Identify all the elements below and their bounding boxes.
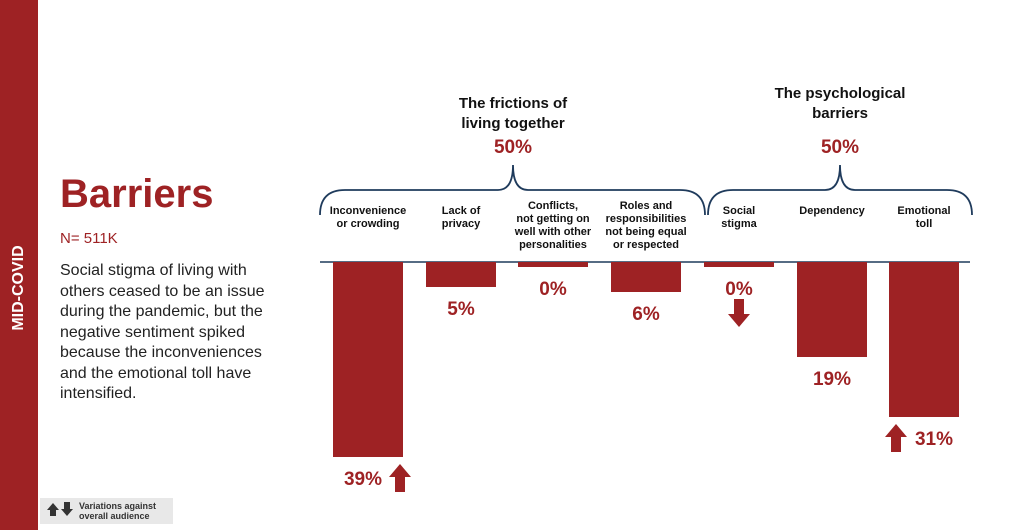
value-label: 19% (812, 369, 852, 390)
bar (797, 262, 867, 357)
bar (889, 262, 959, 417)
category-label: Social stigma (721, 205, 757, 230)
legend-down-arrow (61, 509, 73, 516)
group-brace (319, 164, 706, 216)
value-label: 0% (725, 279, 753, 300)
bar (611, 262, 681, 292)
trend-arrow (885, 424, 907, 452)
legend-box (40, 498, 173, 524)
category-label: Lack of privacy (441, 205, 481, 230)
category-label: Roles and responsibilities not being equ… (605, 200, 687, 251)
title: Barriers (60, 172, 214, 216)
value-label: 0% (539, 279, 567, 300)
category-label: Emotional toll (897, 205, 951, 230)
description: Social stigma of living with others ceas… (60, 262, 265, 402)
group-value: 50% (820, 137, 860, 158)
value-label: 39% (343, 469, 383, 490)
side-strip (0, 0, 38, 530)
category-label: Inconvenience or crowding (329, 205, 407, 230)
value-label: 31% (914, 429, 954, 450)
category-label: Conflicts, not getting on well with othe… (514, 200, 592, 251)
legend-down-stem (64, 502, 70, 509)
bar-base (704, 262, 774, 267)
legend-arrows (47, 502, 73, 516)
category-label: Dependency (799, 205, 865, 217)
value-label: 5% (447, 299, 475, 320)
sample-size: N= 511K (60, 230, 118, 247)
bar (333, 262, 403, 457)
trend-arrow (389, 464, 411, 492)
legend-note: Variations against overall audience (79, 501, 157, 521)
group-title: The psychological barriers (774, 85, 906, 122)
legend-up-arrow (47, 503, 59, 516)
value-label: 6% (632, 304, 660, 325)
bar (426, 262, 496, 287)
group-title: The frictions of living together (458, 95, 568, 132)
trend-arrow (728, 299, 750, 327)
bar-base (518, 262, 588, 267)
group-value: 50% (493, 137, 533, 158)
group-brace (707, 164, 973, 216)
